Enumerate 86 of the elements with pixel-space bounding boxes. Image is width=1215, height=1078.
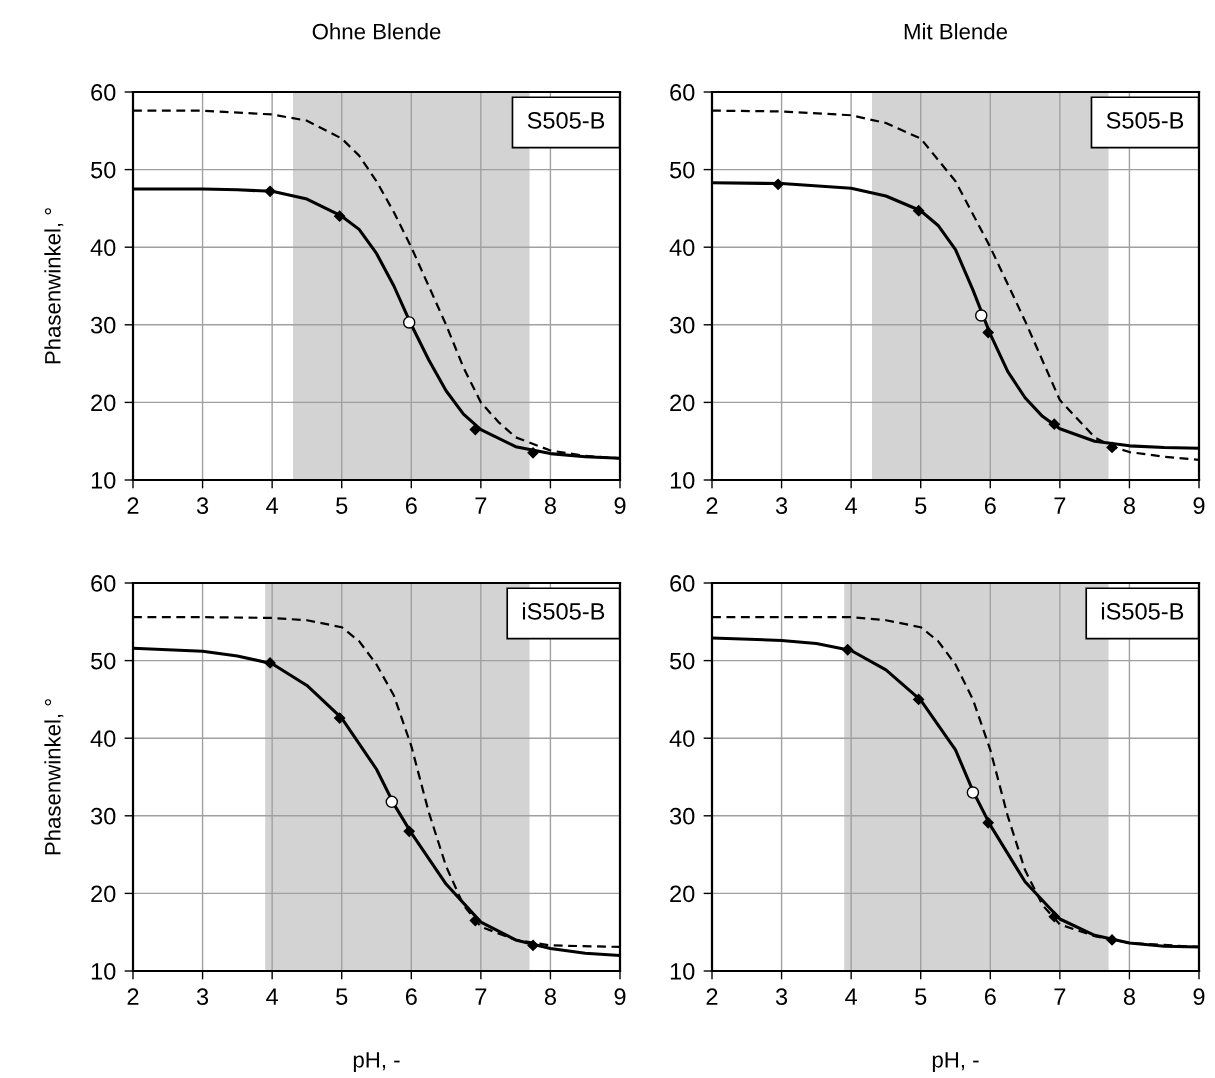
x-tick-label: 6: [984, 988, 996, 1006]
x-tick-label: 7: [475, 988, 487, 1005]
x-tick-label: 9: [1193, 988, 1205, 1006]
x-tick-label: 3: [196, 497, 209, 515]
x-tick-label: 2: [706, 497, 718, 514]
y-axis-title: Phasenwinkel, °: [44, 208, 64, 364]
y-tick-label: 60: [670, 84, 695, 101]
x-tick-label: 7: [1054, 988, 1066, 1005]
x-tick-label: 6: [984, 497, 996, 515]
y-tick-label: 50: [670, 161, 695, 179]
y-tick-label: 20: [91, 885, 116, 903]
point: [334, 210, 346, 222]
y-tick-label: 20: [670, 885, 695, 903]
y-tick-label: 10: [670, 963, 695, 980]
point: [527, 939, 539, 951]
y-tick-label: 60: [91, 84, 116, 101]
x-tick-label: 2: [127, 988, 139, 1005]
y-tick-label: 40: [90, 239, 116, 256]
point: [402, 316, 416, 329]
y-axis-title: Phasenwinkel, °: [44, 699, 64, 855]
y-tick-label: 10: [670, 472, 695, 489]
x-tick-label: 7: [1054, 497, 1066, 514]
x-axis-title: pH, -: [353, 1052, 400, 1073]
point: [264, 185, 276, 197]
point: [1106, 441, 1118, 454]
point: [334, 712, 346, 724]
point: [403, 825, 415, 837]
point: [1048, 418, 1060, 430]
y-tick-label: 30: [669, 807, 695, 825]
x-tick-label: 5: [915, 988, 927, 1006]
y-tick-label: 50: [91, 652, 116, 670]
x-tick-label: 4: [845, 988, 858, 1005]
y-tick-label: 20: [91, 394, 116, 412]
x-tick-label: 4: [845, 497, 858, 514]
x-tick-label: 8: [1123, 497, 1135, 515]
x-tick-label: 6: [405, 497, 417, 515]
point: [527, 447, 539, 459]
x-tick-label: 9: [1193, 497, 1205, 515]
x-tick-label: 2: [127, 497, 139, 514]
point: [974, 309, 988, 322]
y-tick-label: 40: [669, 730, 695, 747]
y-tick-label: 30: [90, 316, 116, 334]
x-tick-label: 7: [475, 497, 487, 514]
point: [1048, 911, 1060, 923]
y-tick-label: 40: [669, 239, 695, 256]
annotation: S505-B: [527, 112, 605, 129]
x-tick-label: 3: [775, 988, 788, 1006]
x-axis-title: pH, -: [932, 1052, 979, 1073]
y-tick-label: 10: [91, 472, 116, 489]
point: [982, 326, 994, 339]
y-tick-label: 40: [90, 730, 116, 747]
x-tick-label: 3: [196, 988, 209, 1006]
point: [982, 817, 994, 829]
x-tick-label: 8: [1123, 988, 1135, 1006]
x-tick-label: 9: [614, 497, 626, 515]
annotation: iS505-B: [1101, 602, 1184, 620]
y-tick-label: 50: [91, 161, 116, 179]
y-tick-label: 30: [90, 807, 116, 825]
y-tick-label: 20: [670, 394, 695, 412]
y-tick-label: 10: [91, 963, 116, 980]
chart-title: Mit Blende: [904, 23, 1008, 40]
x-tick-label: 5: [336, 497, 348, 515]
x-tick-label: 4: [266, 497, 279, 514]
y-tick-label: 60: [91, 575, 116, 592]
point: [385, 795, 399, 809]
x-tick-label: 2: [706, 988, 718, 1005]
y-tick-label: 50: [670, 652, 695, 670]
x-tick-label: 9: [614, 988, 626, 1006]
y-tick-label: 60: [670, 575, 695, 592]
point: [913, 693, 925, 706]
chart-title: Ohne Blende: [312, 23, 441, 40]
point: [772, 178, 784, 190]
point: [913, 205, 925, 217]
x-tick-label: 8: [544, 988, 556, 1006]
annotation: S505-B: [1106, 112, 1184, 129]
x-tick-label: 4: [266, 988, 279, 1005]
x-tick-label: 8: [544, 497, 556, 515]
x-tick-label: 5: [336, 988, 348, 1006]
x-tick-label: 6: [405, 988, 417, 1006]
point: [842, 644, 854, 656]
point: [966, 786, 980, 799]
x-tick-label: 3: [775, 497, 788, 515]
annotation: iS505-B: [522, 602, 605, 620]
point: [264, 657, 276, 669]
y-tick-label: 30: [669, 316, 695, 334]
x-tick-label: 5: [915, 497, 927, 515]
